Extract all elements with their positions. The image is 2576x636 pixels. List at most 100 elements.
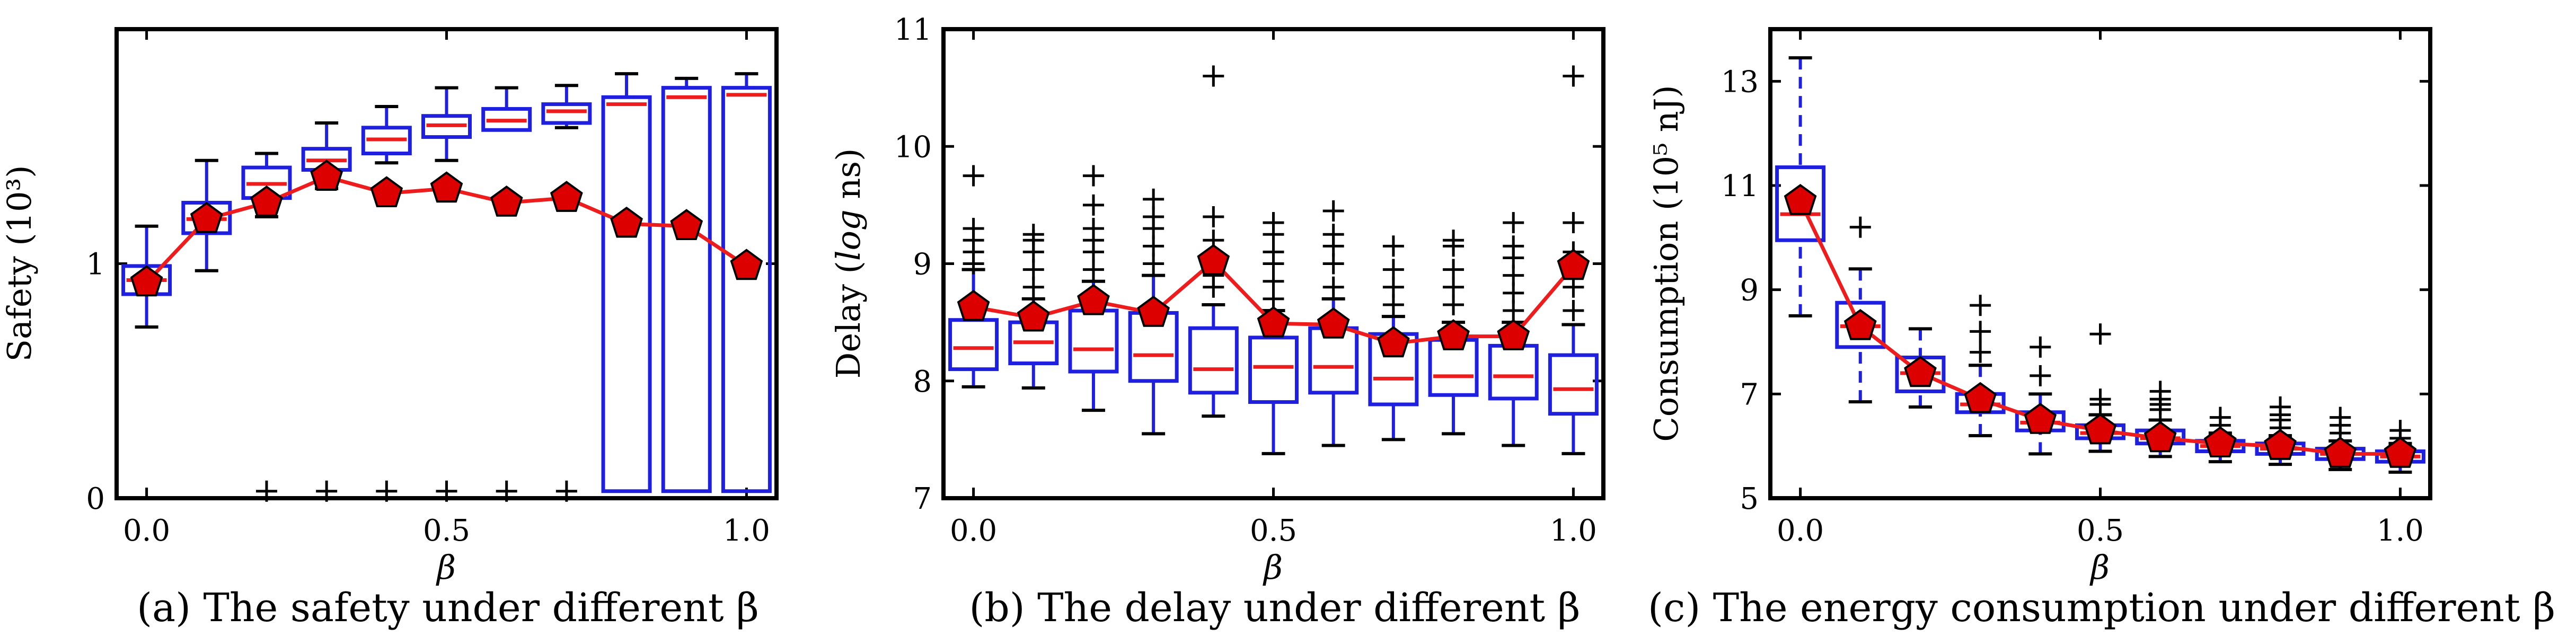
box-body xyxy=(948,318,999,372)
box-8 xyxy=(601,72,652,493)
mean-marker xyxy=(1557,249,1590,280)
box-body xyxy=(541,102,592,125)
outlier-point xyxy=(1082,194,1104,216)
chart-panel-1: 0.0 0.5 1.0 0 1 β Safety (10³) (a) The safety u… xyxy=(0,27,779,631)
box-3 xyxy=(1955,295,2006,437)
mean-marker xyxy=(250,186,283,217)
mean-marker xyxy=(2084,413,2117,445)
plot-frame xyxy=(941,27,1605,500)
mean-marker xyxy=(730,249,763,280)
outlier-point xyxy=(1443,259,1465,280)
outlier-point xyxy=(2030,365,2051,386)
box-body xyxy=(1548,353,1599,416)
box-4 xyxy=(2015,336,2066,456)
mean-marker xyxy=(370,176,403,207)
x-tick-label: 1.0 xyxy=(1550,514,1597,548)
mean-marker xyxy=(1257,306,1290,338)
mean-marker xyxy=(2384,436,2417,468)
mean-marker xyxy=(1437,319,1470,350)
outlier-point xyxy=(1082,218,1104,240)
y-tick-label: 1 xyxy=(86,248,105,282)
x-axis-label: β xyxy=(2089,548,2110,587)
x-tick-label: 0.0 xyxy=(950,514,997,548)
y-label-part: log xyxy=(829,209,868,261)
box-4 xyxy=(1188,65,1239,418)
chart-panel-2: 0.0 0.5 1.0 7 8 9 10 11 β Delay (log ns) (b) The d… xyxy=(829,13,1605,631)
mean-marker xyxy=(2324,436,2357,468)
x-tick-label: 1.0 xyxy=(723,514,770,548)
x-tick-label: 0.0 xyxy=(123,514,170,548)
mean-marker xyxy=(1964,382,1997,413)
box-7 xyxy=(541,84,592,502)
box-body xyxy=(661,86,712,493)
mean-marker xyxy=(2143,421,2177,453)
box-3 xyxy=(1128,188,1179,436)
outlier-point xyxy=(1563,276,1584,298)
y-tick-label: 9 xyxy=(913,248,932,282)
mean-marker xyxy=(670,209,703,240)
x-tick-label: 1.0 xyxy=(2377,514,2424,548)
mean-marker xyxy=(430,171,463,203)
box-9 xyxy=(661,76,712,493)
outlier-point xyxy=(1263,212,1284,234)
box-body xyxy=(421,114,472,139)
outlier-point xyxy=(2089,388,2111,410)
box-6 xyxy=(481,86,532,502)
outlier-point xyxy=(1382,259,1404,280)
outlier-point xyxy=(2330,407,2351,428)
outlier-point xyxy=(2209,407,2231,428)
mean-marker xyxy=(1497,319,1530,350)
y-tick-label: 11 xyxy=(894,13,932,47)
box-body xyxy=(1248,335,1299,404)
outlier-point xyxy=(1563,212,1584,234)
x-tick-label: 0.5 xyxy=(1250,514,1297,548)
outlier-point xyxy=(1503,235,1524,257)
mean-marker xyxy=(1317,307,1350,339)
box-5 xyxy=(421,86,472,502)
outlier-point xyxy=(963,218,984,240)
outlier-point xyxy=(2149,381,2171,402)
mean-marker xyxy=(310,160,343,191)
x-tick-label: 0.5 xyxy=(2077,514,2124,548)
outlier-point xyxy=(2270,396,2291,418)
panel-caption: (b) The delay under different β xyxy=(969,585,1581,631)
mean-marker xyxy=(2024,403,2057,434)
mean-marker xyxy=(1904,356,1937,387)
panel-caption: (c) The energy consumption under differe… xyxy=(1648,585,2555,631)
y-label-part: ns) xyxy=(829,148,868,210)
box-body xyxy=(1775,165,1826,242)
outlier-point xyxy=(963,165,984,187)
outlier-point xyxy=(1082,165,1104,187)
mean-marker xyxy=(1843,309,1877,340)
box-body xyxy=(601,95,652,493)
mean-marker xyxy=(190,201,223,233)
mean-marker xyxy=(1197,244,1230,276)
plot-frame xyxy=(1768,27,2432,500)
x-axis-label: β xyxy=(436,548,456,587)
x-tick-label: 0.0 xyxy=(1777,514,1824,548)
outlier-point xyxy=(1203,206,1224,227)
y-tick-label: 7 xyxy=(913,482,932,516)
outlier-point xyxy=(1022,224,1044,245)
y-tick-label: 0 xyxy=(86,482,105,516)
outlier-point xyxy=(2089,323,2111,345)
chart-panel-3: 0.0 0.5 1.0 5 7 9 11 13 β Consumption (10⁵ nJ) (c)… xyxy=(1647,27,2555,631)
outlier-point xyxy=(1563,65,1584,87)
y-tick-label: 13 xyxy=(1721,65,1759,99)
box-4 xyxy=(361,105,412,502)
mean-marker xyxy=(1017,300,1050,332)
outlier-point xyxy=(1322,200,1344,222)
box-0 xyxy=(1775,56,1826,317)
box-9 xyxy=(1488,212,1539,447)
box-body xyxy=(1188,326,1239,395)
mean-marker xyxy=(1784,184,1817,215)
box-10 xyxy=(721,72,772,493)
y-tick-label: 8 xyxy=(913,365,932,399)
outlier-point xyxy=(1322,224,1344,245)
box-body xyxy=(481,107,532,132)
plot-frame xyxy=(114,27,779,500)
panel-caption: (a) The safety under different β xyxy=(137,585,759,631)
mean-marker xyxy=(1377,326,1410,358)
mean-marker xyxy=(610,206,643,238)
